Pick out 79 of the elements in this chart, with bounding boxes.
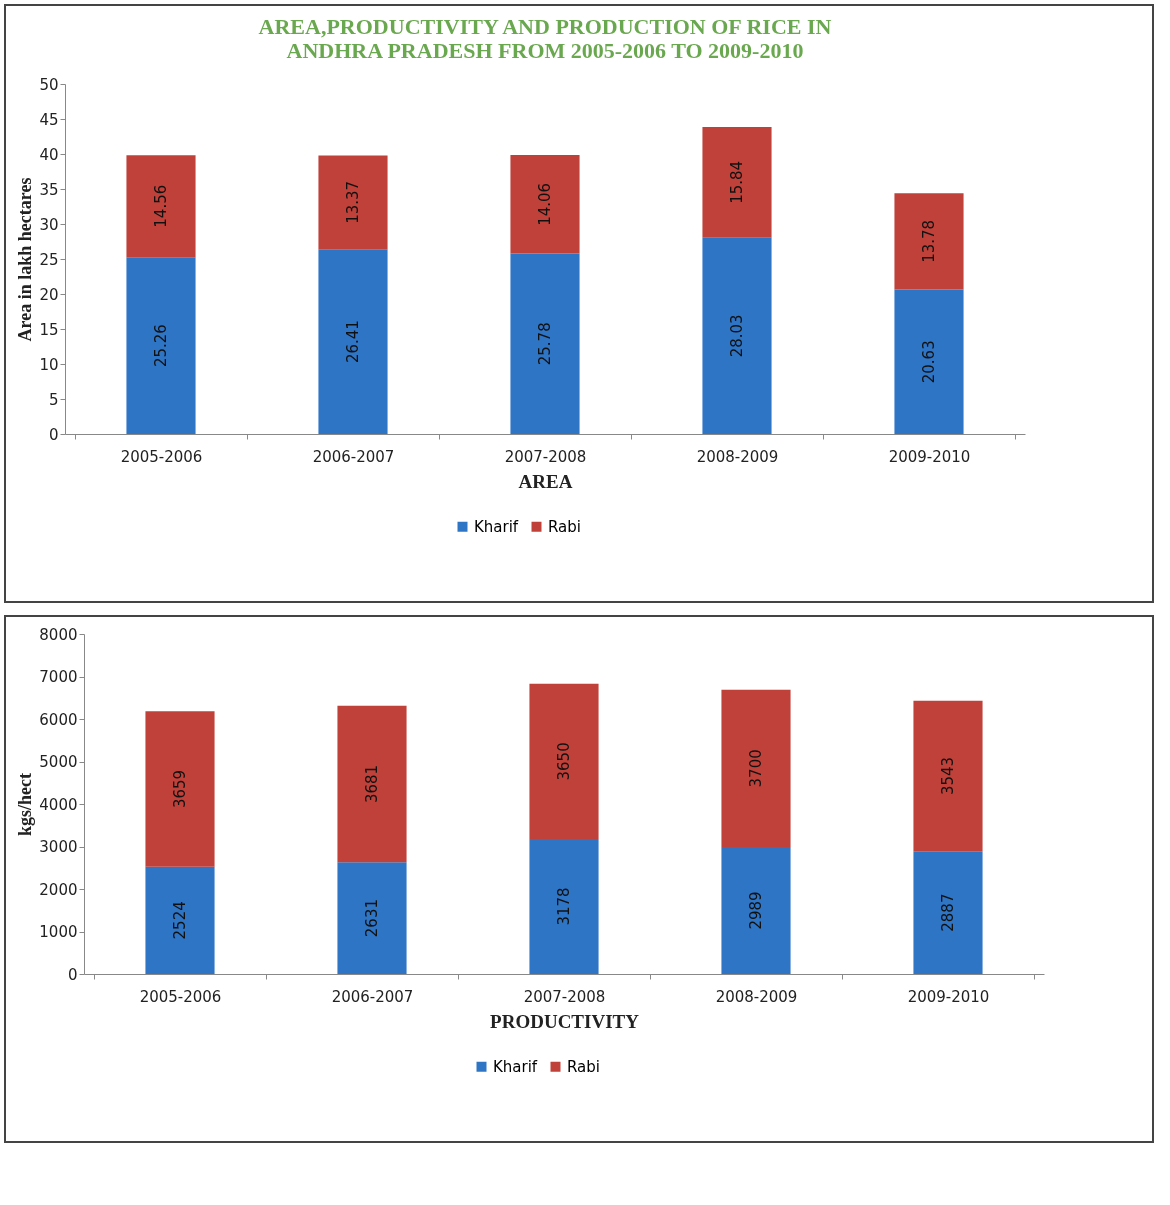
y-tick-label: 3000	[39, 838, 78, 856]
bar	[913, 700, 983, 852]
legend-label: Kharif	[474, 517, 519, 536]
bar	[529, 838, 599, 974]
x-tick-label: 2008-2009	[696, 447, 779, 466]
x-tick-label: 2009-2010	[888, 447, 971, 466]
data-label: 2524	[171, 901, 189, 940]
y-tick-label: 45	[39, 110, 59, 129]
y-tick-label: 0	[67, 965, 78, 984]
y-tick-label: 8000	[39, 625, 78, 644]
y-tick-label: 30	[39, 215, 59, 234]
y-axis-title: kgs/hect	[15, 772, 36, 836]
data-label: 15.84	[728, 160, 746, 204]
legend-label: Rabi	[548, 517, 581, 536]
x-axis-title: AREA	[518, 470, 573, 492]
data-label: 3650	[555, 742, 573, 781]
y-tick-label: 6000	[39, 710, 78, 729]
data-label: 3178	[555, 887, 573, 926]
data-label: 13.37	[344, 180, 362, 224]
data-label: 20.63	[920, 340, 938, 384]
bar	[318, 155, 388, 250]
data-label: 28.03	[728, 314, 746, 358]
x-axis-title: PRODUCTIVITY	[490, 1010, 640, 1032]
data-label: 2887	[939, 893, 957, 932]
y-tick-label: 4000	[39, 795, 78, 814]
bar	[318, 249, 388, 434]
y-tick-label: 20	[39, 285, 59, 304]
data-label: 25.78	[536, 322, 554, 366]
data-label: 2989	[747, 891, 765, 930]
data-label: 26.41	[344, 320, 362, 364]
bar	[510, 155, 580, 254]
bar	[702, 237, 772, 434]
bar	[702, 126, 772, 238]
bar	[894, 289, 964, 434]
legend-label: Kharif	[493, 1057, 538, 1076]
y-axis-title: Area in lakh hectares	[15, 177, 36, 342]
data-label: 25.26	[152, 324, 170, 368]
x-tick-label: 2009-2010	[907, 987, 990, 1006]
x-tick-label: 2007-2008	[523, 987, 606, 1006]
bar	[529, 683, 599, 839]
bar	[126, 155, 196, 258]
x-tick-label: 2007-2008	[504, 447, 587, 466]
data-label: 3681	[363, 764, 381, 804]
y-tick-label: 5	[48, 390, 59, 409]
y-tick-label: 40	[39, 145, 59, 164]
bar	[337, 705, 407, 863]
data-label: 3659	[171, 769, 189, 809]
y-tick-label: 7000	[39, 668, 78, 686]
y-tick-label: 35	[39, 180, 59, 199]
data-label: 14.06	[536, 182, 554, 226]
y-tick-label: 15	[39, 320, 59, 339]
y-tick-label: 50	[39, 75, 59, 94]
bar	[145, 866, 215, 974]
x-tick-label: 2008-2009	[715, 987, 798, 1006]
y-tick-label: 1000	[39, 923, 78, 941]
bar	[126, 257, 196, 434]
bar	[721, 689, 791, 847]
bar	[145, 711, 215, 867]
bar	[894, 193, 964, 290]
data-label: 2631	[363, 899, 381, 938]
y-tick-label: 2000	[39, 880, 78, 899]
y-tick-label: 5000	[39, 753, 78, 771]
bar	[721, 846, 791, 974]
y-tick-label: 25	[39, 250, 59, 269]
y-tick-label: 0	[48, 425, 59, 444]
data-label: 3543	[939, 756, 957, 796]
data-label: 14.56	[152, 184, 170, 228]
bar	[337, 862, 407, 974]
x-tick-label: 2005-2006	[120, 447, 203, 466]
x-tick-label: 2006-2007	[331, 987, 414, 1006]
data-label: 3700	[747, 749, 765, 788]
y-tick-label: 10	[39, 355, 59, 374]
legend-label: Rabi	[567, 1057, 600, 1076]
x-tick-label: 2006-2007	[312, 447, 395, 466]
bar	[913, 851, 983, 974]
chart-title: AREA,PRODUCTIVITY AND PRODUCTION OF RICE IN ANDHRA PRADESH FROM 2005-2006 TO 2009-2010	[258, 14, 832, 63]
x-tick-label: 2005-2006	[139, 987, 222, 1006]
data-label: 13.78	[920, 219, 938, 263]
bar	[510, 253, 580, 434]
